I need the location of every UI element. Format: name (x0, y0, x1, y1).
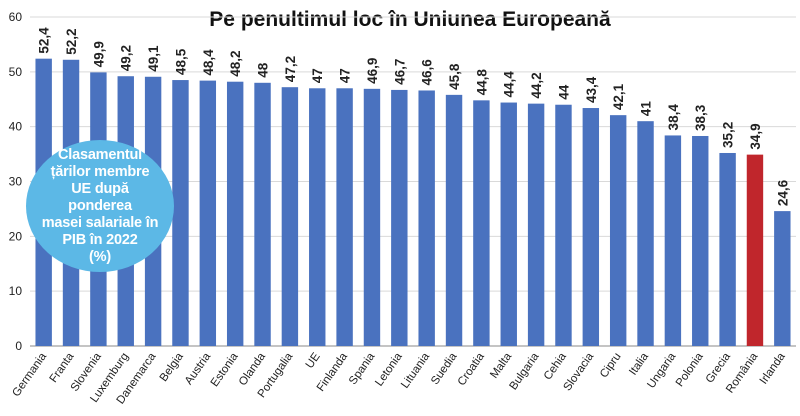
data-label: 47,2 (283, 56, 298, 82)
data-label: 44 (556, 84, 571, 100)
bar (254, 82, 271, 347)
data-label: 38,3 (693, 104, 708, 131)
data-label: 34,9 (748, 123, 763, 149)
y-tick-label: 30 (9, 175, 23, 189)
bar (391, 89, 408, 346)
bar (199, 80, 217, 347)
data-label: 48,4 (201, 49, 216, 76)
x-tick-label: Franta (48, 350, 77, 385)
x-tick-label: Polonia (674, 350, 706, 389)
x-tick-label: Irlanda (758, 350, 788, 386)
data-label: 52,4 (37, 27, 52, 54)
x-tick-label: Lituania (399, 350, 432, 390)
x-tick-label: Cipru (598, 351, 624, 380)
data-label: 46,6 (420, 59, 435, 86)
bar (774, 211, 791, 346)
y-tick-label: 50 (9, 65, 23, 79)
y-tick-label: 60 (9, 10, 23, 24)
y-tick-label: 40 (9, 120, 23, 134)
data-label: 47 (310, 68, 325, 83)
bar (418, 90, 435, 346)
data-label: 43,4 (584, 76, 599, 103)
chart-callout: Clasamentul țărilor membre UE după ponde… (26, 140, 174, 272)
data-label: 49,2 (119, 45, 134, 71)
x-tick-label: Malta (488, 350, 514, 380)
data-label: 42,1 (611, 83, 626, 110)
x-tick-label: Cehia (542, 350, 569, 382)
data-label: 48,2 (228, 50, 243, 76)
data-label: 52,2 (64, 28, 79, 54)
bar (637, 121, 654, 346)
data-label: 48 (256, 62, 271, 78)
data-label: 46,7 (392, 59, 407, 85)
bar (664, 135, 682, 346)
data-label: 46,9 (365, 58, 380, 84)
data-label: 41 (639, 101, 654, 117)
bar (500, 102, 517, 346)
data-label: 24,6 (775, 179, 790, 206)
callout-text: Clasamentul țărilor membre UE după ponde… (41, 146, 159, 265)
data-label: 49,9 (91, 41, 106, 67)
x-tick-label: UE (304, 351, 323, 371)
y-tick-label: 20 (9, 229, 23, 243)
bar (172, 80, 189, 346)
data-label: 38,4 (666, 104, 681, 131)
y-tick-label: 0 (15, 339, 22, 353)
data-label: 44,2 (529, 72, 544, 98)
bar (609, 115, 627, 346)
x-tick-label: Croatia (456, 350, 487, 388)
y-tick-label: 10 (9, 284, 23, 298)
data-label: 44,8 (474, 69, 489, 96)
x-tick-label: Estonia (209, 350, 241, 389)
bar (473, 100, 490, 346)
data-label: 35,2 (721, 122, 736, 148)
x-tick-label: Bulgaria (508, 350, 542, 392)
bar (582, 108, 600, 346)
bar (281, 87, 299, 346)
x-tick-label: Germania (10, 350, 49, 399)
bar (746, 154, 764, 346)
bar (692, 135, 709, 346)
x-tick-label: Italia (627, 350, 651, 377)
bar (445, 94, 463, 346)
data-label: 45,8 (447, 63, 462, 90)
bar (309, 88, 326, 347)
bar (555, 104, 572, 346)
data-label: 48,5 (173, 48, 188, 75)
data-label: 44,4 (502, 71, 517, 98)
x-tick-label: Ungaria (645, 350, 678, 390)
bar (363, 88, 381, 346)
bar (336, 88, 353, 347)
bar (527, 103, 545, 347)
data-label: 47 (338, 68, 353, 83)
bar (719, 152, 736, 346)
chart-title: Pe penultimul loc în Uniunea Europeană (209, 8, 611, 31)
data-label: 49,1 (146, 45, 161, 72)
bar (226, 81, 244, 346)
x-tick-label: Belgia (158, 350, 187, 384)
